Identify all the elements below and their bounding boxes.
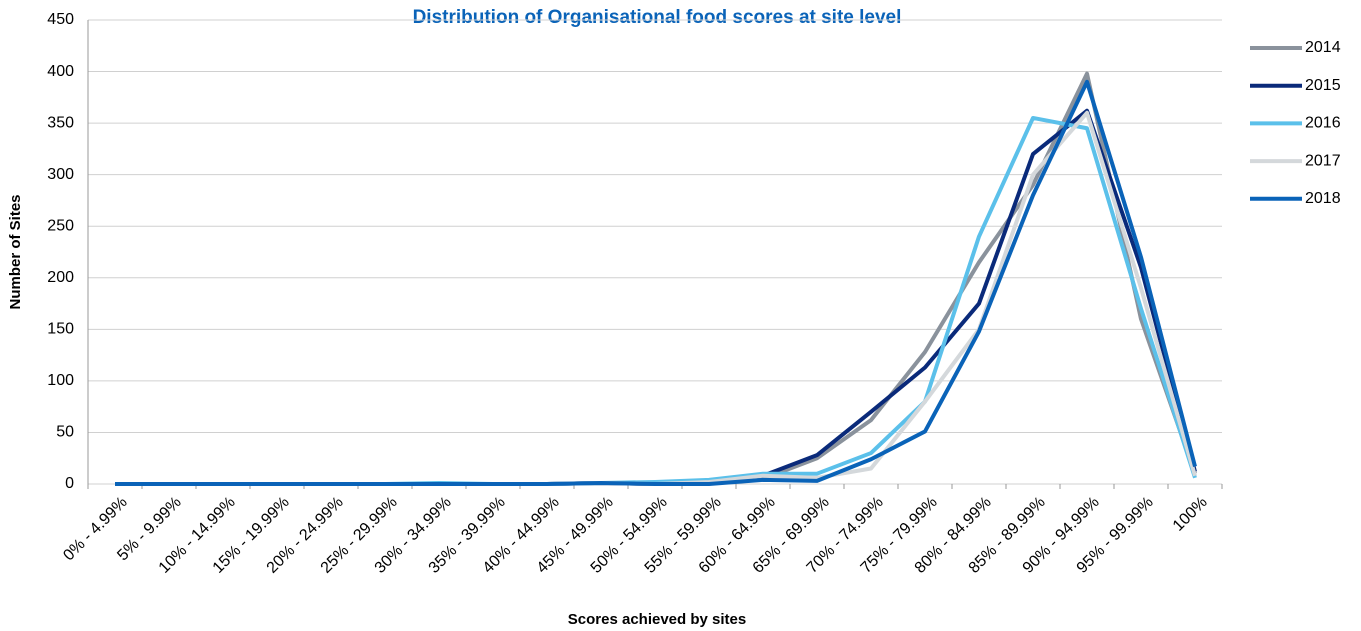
legend-label: 2018 xyxy=(1305,190,1341,207)
series-line xyxy=(115,108,1197,486)
legend-label: 2015 xyxy=(1305,77,1341,94)
series-line xyxy=(115,79,1197,486)
y-tick-label: 50 xyxy=(56,424,74,441)
chart-title: Distribution of Organisational food scor… xyxy=(413,7,902,28)
legend-label: 2014 xyxy=(1305,39,1341,56)
y-axis-title: Number of Sites xyxy=(7,194,24,309)
y-tick-label: 300 xyxy=(47,166,74,183)
x-tick-label: 100% xyxy=(1170,494,1211,535)
y-tick-label: 100 xyxy=(47,372,74,389)
x-axis-title: Scores achieved by sites xyxy=(568,611,746,628)
legend-label: 2016 xyxy=(1305,115,1341,132)
series-line xyxy=(115,71,1197,486)
y-tick-label: 400 xyxy=(47,63,74,80)
y-tick-label: 250 xyxy=(47,217,74,234)
y-tick-label: 450 xyxy=(47,11,74,28)
y-tick-label: 200 xyxy=(47,269,74,286)
series-line xyxy=(115,110,1197,486)
legend-label: 2017 xyxy=(1305,152,1341,169)
y-tick-label: 350 xyxy=(47,114,74,131)
y-tick-label: 0 xyxy=(65,475,74,492)
y-tick-label: 150 xyxy=(47,321,74,338)
